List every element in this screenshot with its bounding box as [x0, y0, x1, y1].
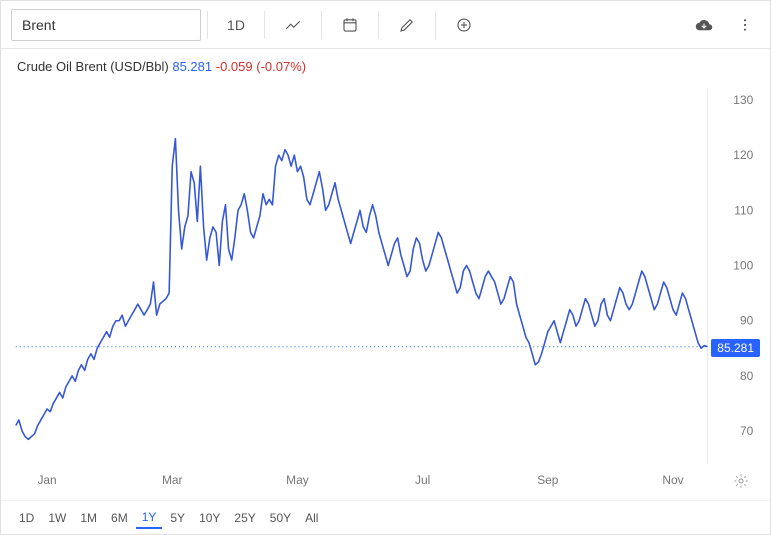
symbol-input[interactable]: [11, 9, 201, 41]
separator: [435, 11, 436, 39]
pencil-icon: [398, 16, 416, 34]
separator: [207, 11, 208, 39]
range-5y[interactable]: 5Y: [164, 508, 191, 528]
svg-text:130: 130: [733, 93, 753, 107]
interval-button[interactable]: 1D: [214, 9, 258, 41]
more-button[interactable]: [730, 9, 760, 41]
toolbar: 1D: [1, 1, 770, 49]
range-10y[interactable]: 10Y: [193, 508, 226, 528]
range-1d[interactable]: 1D: [13, 508, 40, 528]
separator: [264, 11, 265, 39]
separator: [378, 11, 379, 39]
separator: [321, 11, 322, 39]
cloud-download-icon: [695, 16, 713, 34]
gear-icon: [733, 473, 749, 489]
range-selector: 1D1W1M6M1Y5Y10Y25Y50YAll: [1, 500, 770, 534]
svg-text:110: 110: [734, 203, 753, 217]
svg-text:Nov: Nov: [662, 473, 683, 487]
svg-text:80: 80: [740, 369, 754, 383]
range-1y[interactable]: 1Y: [136, 507, 163, 529]
change-percent: (-0.07%): [256, 59, 306, 74]
instrument-name: Crude Oil Brent (USD/Bbl): [17, 59, 169, 74]
range-50y[interactable]: 50Y: [264, 508, 297, 528]
svg-text:Jul: Jul: [415, 473, 430, 487]
add-button[interactable]: [442, 9, 486, 41]
line-chart-icon: [284, 16, 302, 34]
range-1w[interactable]: 1W: [42, 508, 72, 528]
chart-type-button[interactable]: [271, 9, 315, 41]
range-1m[interactable]: 1M: [74, 508, 103, 528]
draw-button[interactable]: [385, 9, 429, 41]
plus-circle-icon: [455, 16, 473, 34]
chart-settings-button[interactable]: [730, 470, 752, 492]
range-25y[interactable]: 25Y: [228, 508, 261, 528]
calendar-icon: [341, 16, 359, 34]
svg-text:70: 70: [740, 424, 754, 438]
svg-text:Jan: Jan: [37, 473, 56, 487]
date-range-button[interactable]: [328, 9, 372, 41]
more-vertical-icon: [737, 17, 753, 33]
chart-header: Crude Oil Brent (USD/Bbl) 85.281 -0.059 …: [1, 49, 770, 78]
download-button[interactable]: [682, 9, 726, 41]
current-price: 85.281: [172, 59, 212, 74]
range-all[interactable]: All: [299, 508, 324, 528]
price-tag: 85.281: [711, 339, 760, 357]
range-6m[interactable]: 6M: [105, 508, 134, 528]
svg-text:120: 120: [733, 148, 753, 162]
price-chart: 70 80 90 100 110 120 130 Jan Mar May Jul Sep Nov: [11, 79, 760, 494]
svg-text:Sep: Sep: [537, 473, 559, 487]
chart-area[interactable]: 70 80 90 100 110 120 130 Jan Mar May Jul Sep Nov 85.…: [11, 79, 760, 494]
svg-text:May: May: [286, 473, 309, 487]
svg-text:90: 90: [740, 314, 754, 328]
svg-text:100: 100: [733, 258, 753, 272]
svg-text:Mar: Mar: [162, 473, 183, 487]
change-absolute: -0.059: [216, 59, 253, 74]
